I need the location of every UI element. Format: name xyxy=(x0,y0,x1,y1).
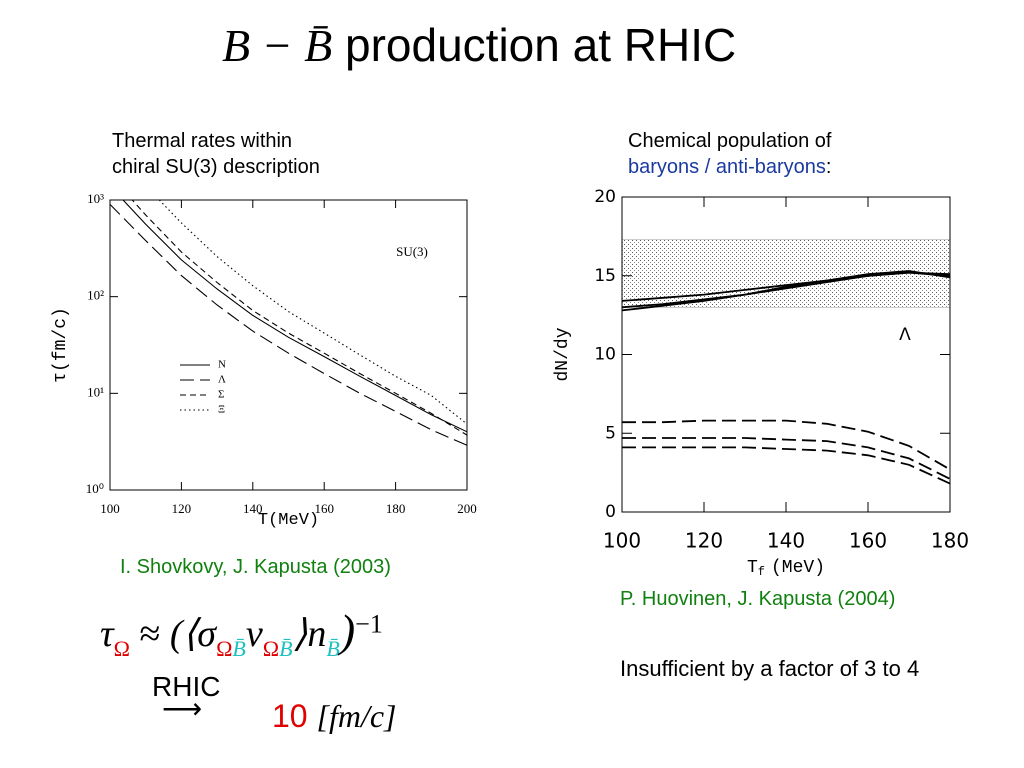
x-tick-label: 100 xyxy=(603,529,641,553)
formula-part: (⟨σ xyxy=(169,613,217,655)
citation: I. Shovkovy, J. Kapusta (2003) xyxy=(120,556,391,578)
series-line xyxy=(622,437,950,480)
formula-part: B̄ xyxy=(279,636,293,661)
x-axis-label: T(MeV) xyxy=(258,511,319,530)
x-axis-label-part: (MeV) xyxy=(771,558,825,578)
conclusion: Insufficient by a factor of 3 to 4 xyxy=(620,656,920,681)
formula-part: B̄ xyxy=(232,636,246,661)
legend-label: Λ xyxy=(218,374,226,386)
y-axis-label: τ(fm/c) xyxy=(51,307,71,383)
y-tick-label: 20 xyxy=(594,187,616,207)
formula-part: ) xyxy=(339,605,356,656)
y-axis-label: dN/dy xyxy=(553,327,573,381)
x-tick-label: 200 xyxy=(457,501,477,516)
caption-line: baryons / anti-baryons: xyxy=(628,154,831,180)
series-line xyxy=(622,419,950,471)
formula2-value: 10 [fm/c] xyxy=(272,698,396,735)
x-tick-label: 180 xyxy=(931,529,969,553)
x-tick-label: 140 xyxy=(767,529,805,553)
formula-part: Ω xyxy=(113,636,130,661)
left-caption: Thermal rates within chiral SU(3) descri… xyxy=(112,128,320,180)
formula-part: RHIC xyxy=(152,671,221,702)
caption-highlight: baryons / anti-baryons xyxy=(628,156,826,178)
citation: P. Huovinen, J. Kapusta (2004) xyxy=(620,588,896,610)
y-tick-label: 15 xyxy=(594,266,616,286)
x-tick-label: 120 xyxy=(685,529,723,553)
formula-part: ⟩n xyxy=(292,613,327,655)
lines xyxy=(110,200,467,446)
annotation: SU(3) xyxy=(396,244,428,259)
formula-part: [fm/c] xyxy=(316,698,397,734)
plot-frame xyxy=(109,199,468,491)
formula-part: ≈ xyxy=(139,613,161,655)
caption-line: chiral SU(3) description xyxy=(112,156,320,178)
caption-line: Thermal rates within xyxy=(112,130,293,152)
x-axis-label-part: T xyxy=(747,558,758,578)
formula-part: B̄ xyxy=(326,636,340,661)
lines xyxy=(622,270,950,485)
formula-part: τ xyxy=(100,613,114,655)
y-tick-label: 10² xyxy=(87,288,104,303)
x-tick-label: 120 xyxy=(172,501,192,516)
title-text: production at RHIC xyxy=(345,19,737,71)
y-tick-label: 10 xyxy=(594,345,616,365)
x-axis-label-part: f xyxy=(758,565,765,579)
x-tick-label: 180 xyxy=(386,501,406,516)
title: B − B̄ production at RHIC xyxy=(222,18,736,72)
y-tick-label: 10³ xyxy=(87,191,104,206)
x-tick-label: 100 xyxy=(100,501,120,516)
right-caption: Chemical population of baryons / anti-ba… xyxy=(628,128,831,180)
y-tick-label: 0 xyxy=(605,502,616,522)
formula-part: v xyxy=(245,613,263,655)
formula2: RHIC ⟶ xyxy=(152,671,221,724)
formula-part: 10 xyxy=(272,698,308,734)
series-line xyxy=(131,200,467,436)
series-line xyxy=(158,200,467,425)
formula-part: ⟶ xyxy=(162,693,203,724)
series-line xyxy=(622,271,950,309)
legend-label: N xyxy=(218,359,226,371)
formula-part: −1 xyxy=(355,609,383,639)
x-axis-label: Tf (MeV) xyxy=(747,558,825,579)
y-tick-label: 10⁰ xyxy=(86,481,104,496)
caption-line: Chemical population of xyxy=(628,130,832,152)
y-tick-label: 5 xyxy=(605,423,616,443)
series-line xyxy=(110,204,467,446)
formula-part: Ω xyxy=(216,636,233,661)
x-tick-label: 160 xyxy=(314,501,334,516)
legend-label: Σ xyxy=(218,389,224,401)
formula-part: Ω xyxy=(262,636,280,661)
x-axis-label-part: T(MeV) xyxy=(258,511,319,530)
legend-label: Ξ xyxy=(218,404,225,416)
title-math: B − B̄ xyxy=(222,20,333,71)
y-tick-label: 10¹ xyxy=(87,384,104,399)
formula: τΩ ≈ (⟨σΩB̄vΩB̄⟩nB̄)−1 xyxy=(100,604,383,662)
chart: 0 5 10 15 20 100 120 140 160 180 Λ Tf (MeV) dN/dy xyxy=(553,187,969,579)
series-line xyxy=(622,446,950,485)
x-tick-label: 140 xyxy=(243,501,263,516)
series-line xyxy=(122,200,467,433)
series-line xyxy=(622,270,950,312)
caption-colon: : xyxy=(825,156,832,178)
x-tick-label: 160 xyxy=(849,529,887,553)
annotation: Λ xyxy=(899,325,911,345)
